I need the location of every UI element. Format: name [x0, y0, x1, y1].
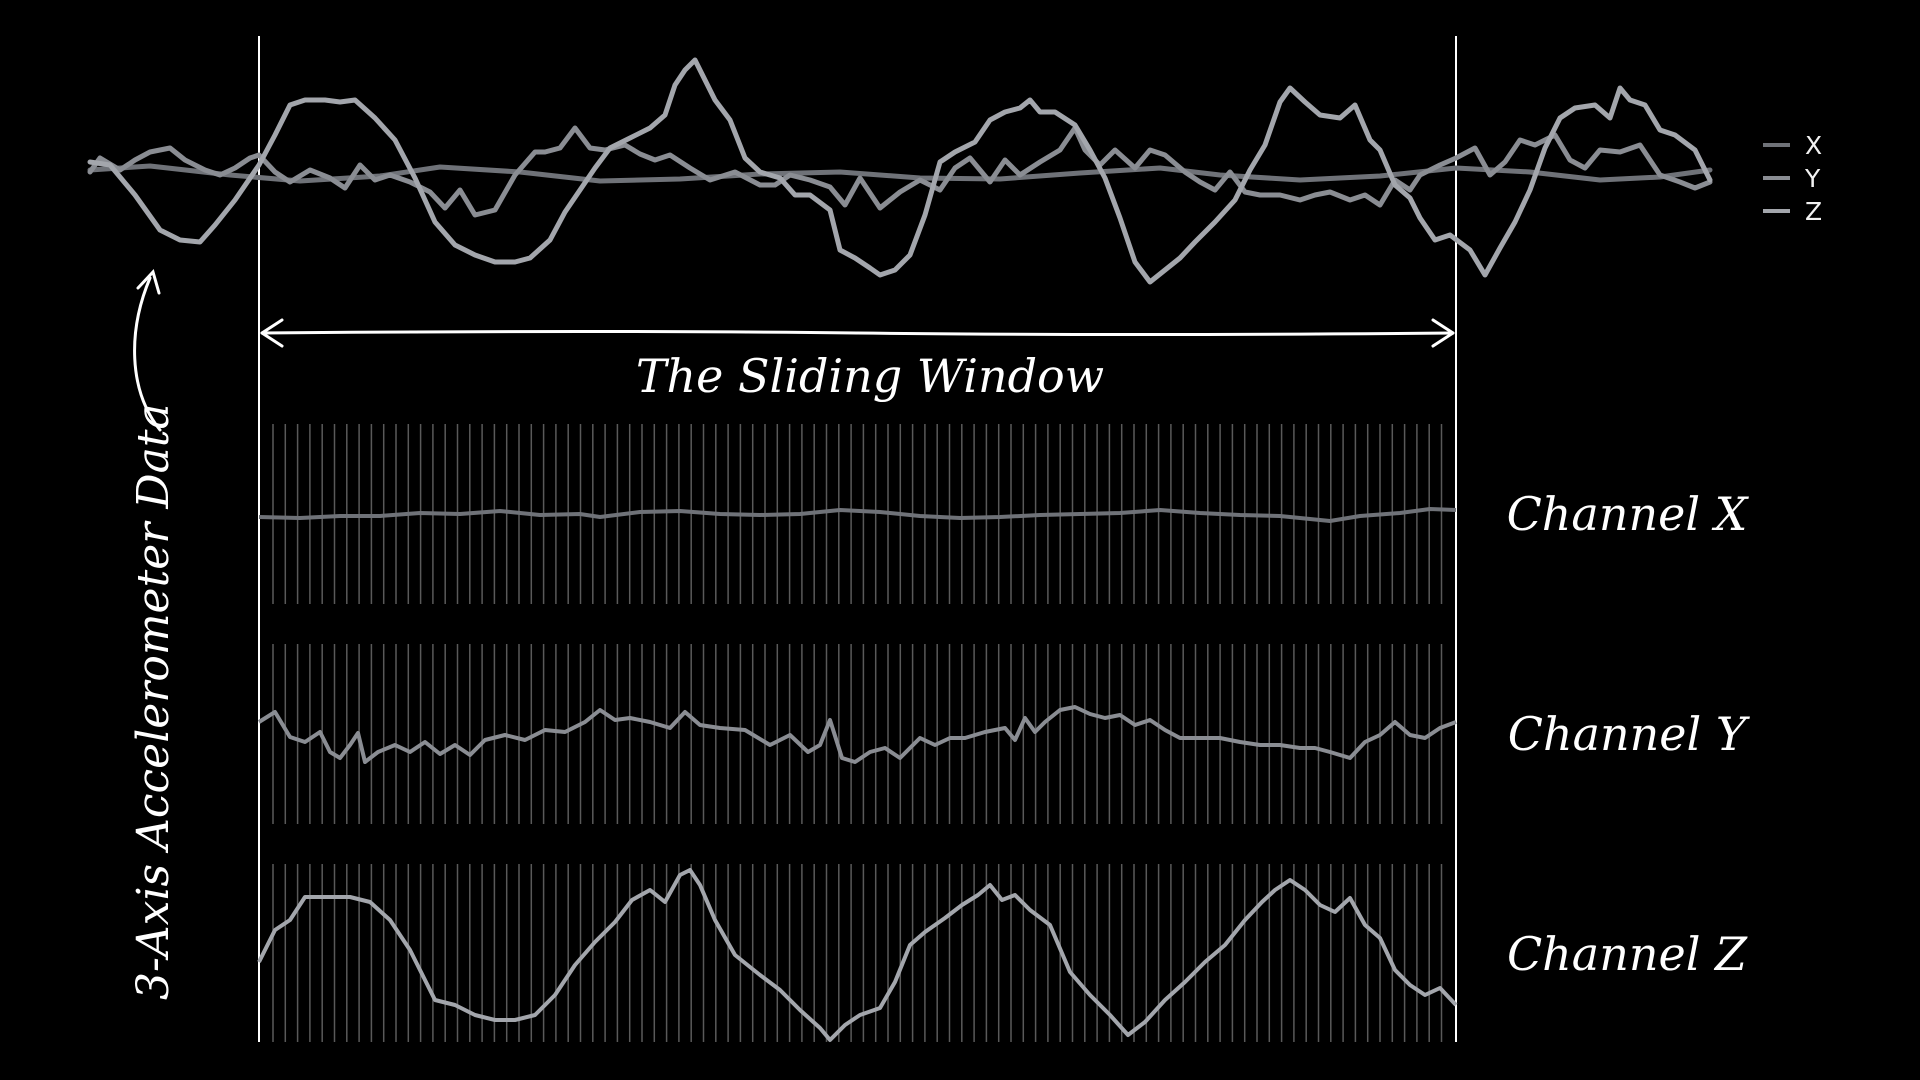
- raw-signal-y: [87, 125, 1713, 218]
- channel-x-signal: [258, 507, 1457, 523]
- window-arrow: [260, 318, 1455, 348]
- legend-label-z: Z: [1805, 197, 1822, 226]
- channel-z-label: Channel Z: [1507, 927, 1748, 981]
- legend-label-x: X: [1805, 131, 1822, 160]
- channel-z-signal: [257, 868, 1458, 1042]
- window-label: The Sliding Window: [636, 349, 1104, 403]
- legend: X Y Z: [1763, 131, 1822, 226]
- channel-y-samples: [272, 644, 1443, 824]
- raw-signal-z: [87, 57, 1713, 285]
- channel-y-signal: [257, 705, 1457, 764]
- channel-x-label: Channel X: [1507, 487, 1750, 541]
- channel-y-label: Channel Y: [1508, 707, 1751, 761]
- vertical-arrow: [133, 269, 162, 432]
- legend-label-y: Y: [1804, 164, 1821, 193]
- vertical-label: 3-Axis Accelerometer Data: [128, 403, 179, 1000]
